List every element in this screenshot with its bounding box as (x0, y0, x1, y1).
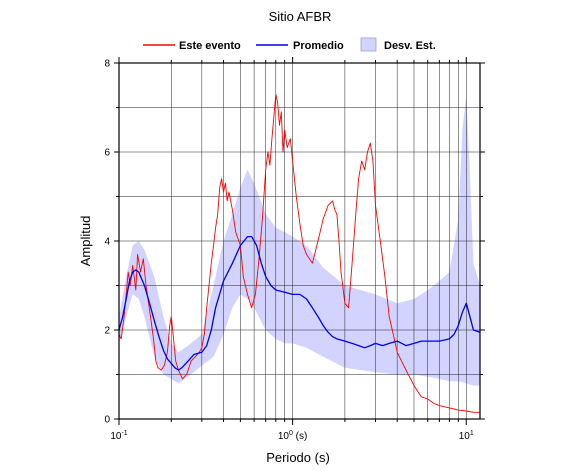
x-tick-label: 101 (459, 430, 474, 442)
x-tick-label: 100 (s) (278, 430, 307, 442)
x-tick-label: 10-1 (110, 430, 127, 442)
legend: Este evento Promedio Desv. Est. (143, 37, 436, 52)
legend-swatch-desv-est (360, 37, 377, 52)
series-line-este-evento (119, 93, 480, 413)
plot-area: 0 2 4 6 8 10-1 100 (s) 101 (104, 57, 485, 442)
y-tick-label: 0 (104, 415, 110, 426)
series-line-promedio (119, 235, 480, 371)
legend-label-este-evento: Este evento (179, 40, 241, 52)
y-tick-label: 2 (104, 326, 110, 337)
y-tick-label: 6 (104, 148, 110, 159)
chart-title: Sitio AFBR (269, 9, 332, 24)
y-tick-label: 4 (104, 237, 110, 248)
y-tick-label: 8 (104, 59, 110, 70)
x-axis-label: Periodo (s) (266, 450, 330, 465)
y-axis-label: Amplitud (78, 216, 93, 267)
std-dev-band (119, 94, 480, 386)
legend-label-desv-est: Desv. Est. (384, 40, 436, 52)
legend-label-promedio: Promedio (293, 40, 344, 52)
